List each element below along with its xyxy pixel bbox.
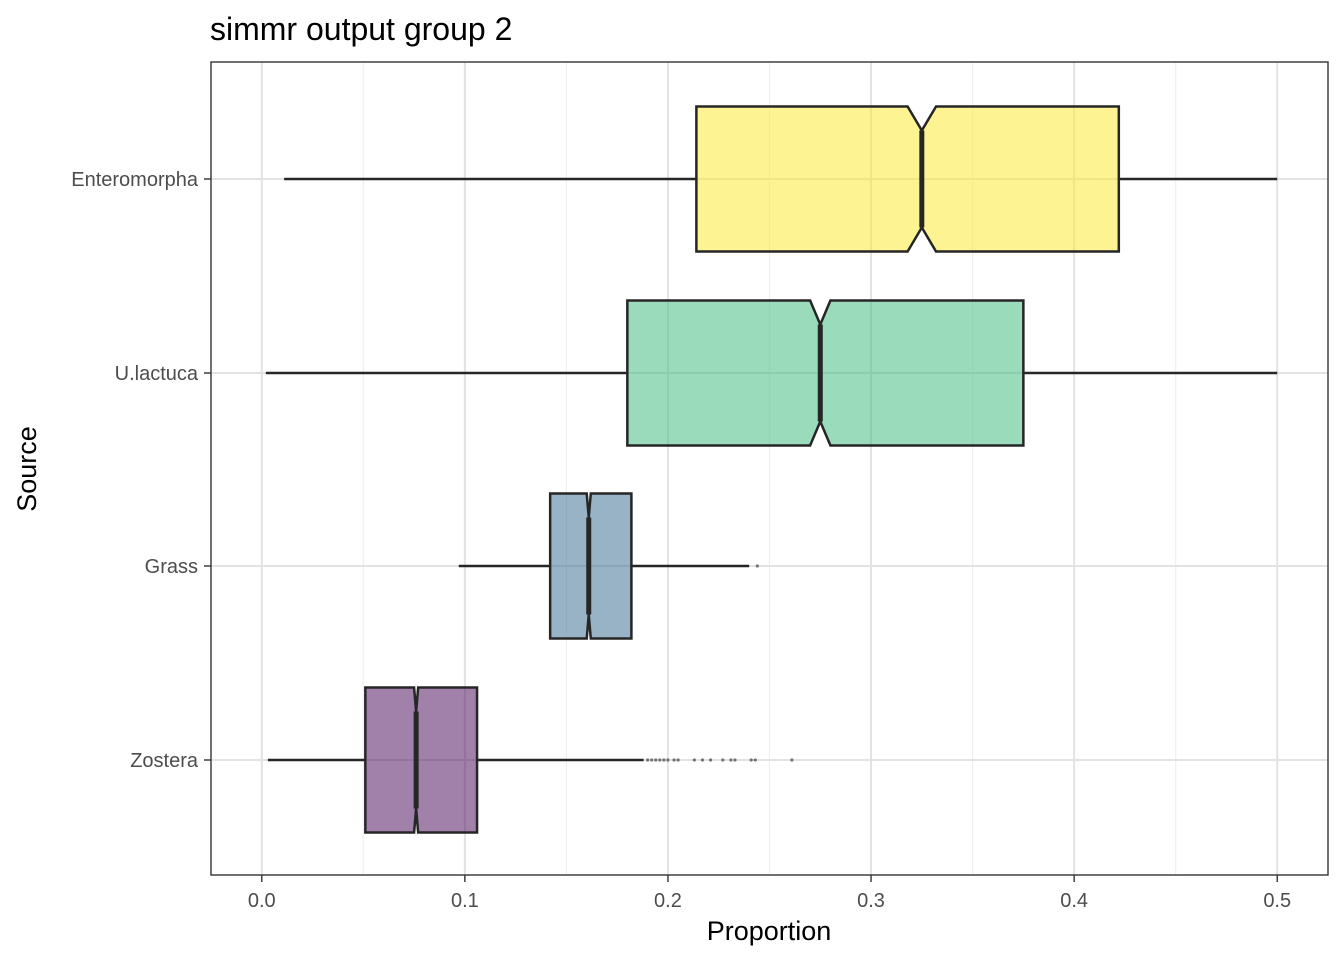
y-tick-label: Enteromorpha (71, 169, 199, 191)
notched-box (364, 686, 479, 834)
axis-layer: 0.0 0.1 0.2 0.3 0.4 0.5 Enteromorpha U.lactuca G… (71, 169, 1291, 912)
outlier-point (666, 758, 670, 762)
y-tick-label: Grass (145, 556, 198, 578)
outlier-point (654, 758, 658, 762)
y-axis-title: Source (12, 426, 42, 512)
chart-title: simmr output group 2 (210, 11, 512, 47)
x-tick-label: 0.5 (1263, 890, 1291, 912)
outlier-point (721, 758, 725, 762)
box-u-lactuca (265, 299, 1278, 447)
outlier-point (755, 564, 759, 568)
x-axis-title: Proportion (707, 916, 832, 946)
outlier-point (672, 758, 676, 762)
box-enteromorpha (284, 105, 1278, 253)
outlier-point (709, 758, 713, 762)
x-tick-label: 0.4 (1060, 890, 1088, 912)
outlier-point (650, 758, 654, 762)
x-tick-label: 0.2 (654, 890, 682, 912)
outlier-point (658, 758, 662, 762)
x-tick-label: 0.0 (248, 890, 276, 912)
outlier-point (700, 758, 705, 762)
outlier-point (646, 758, 650, 762)
outlier-point (692, 758, 696, 762)
panel-border (210, 61, 1329, 876)
x-tick-label: 0.1 (451, 890, 479, 912)
box-layer (265, 105, 1278, 834)
outlier-point (729, 758, 733, 762)
y-tick-label: U.lactuca (115, 363, 199, 385)
outlier-point (749, 758, 753, 762)
outlier-point (790, 758, 794, 762)
outlier-point (676, 758, 680, 762)
box-grass (458, 492, 759, 640)
outlier-point (662, 758, 666, 762)
box-zostera (267, 686, 794, 834)
notched-box (695, 105, 1121, 253)
notched-box (626, 299, 1025, 447)
outlier-point (733, 758, 737, 762)
y-tick-label: Zostera (130, 750, 199, 772)
outlier-point (753, 758, 757, 762)
x-tick-label: 0.3 (857, 890, 885, 912)
